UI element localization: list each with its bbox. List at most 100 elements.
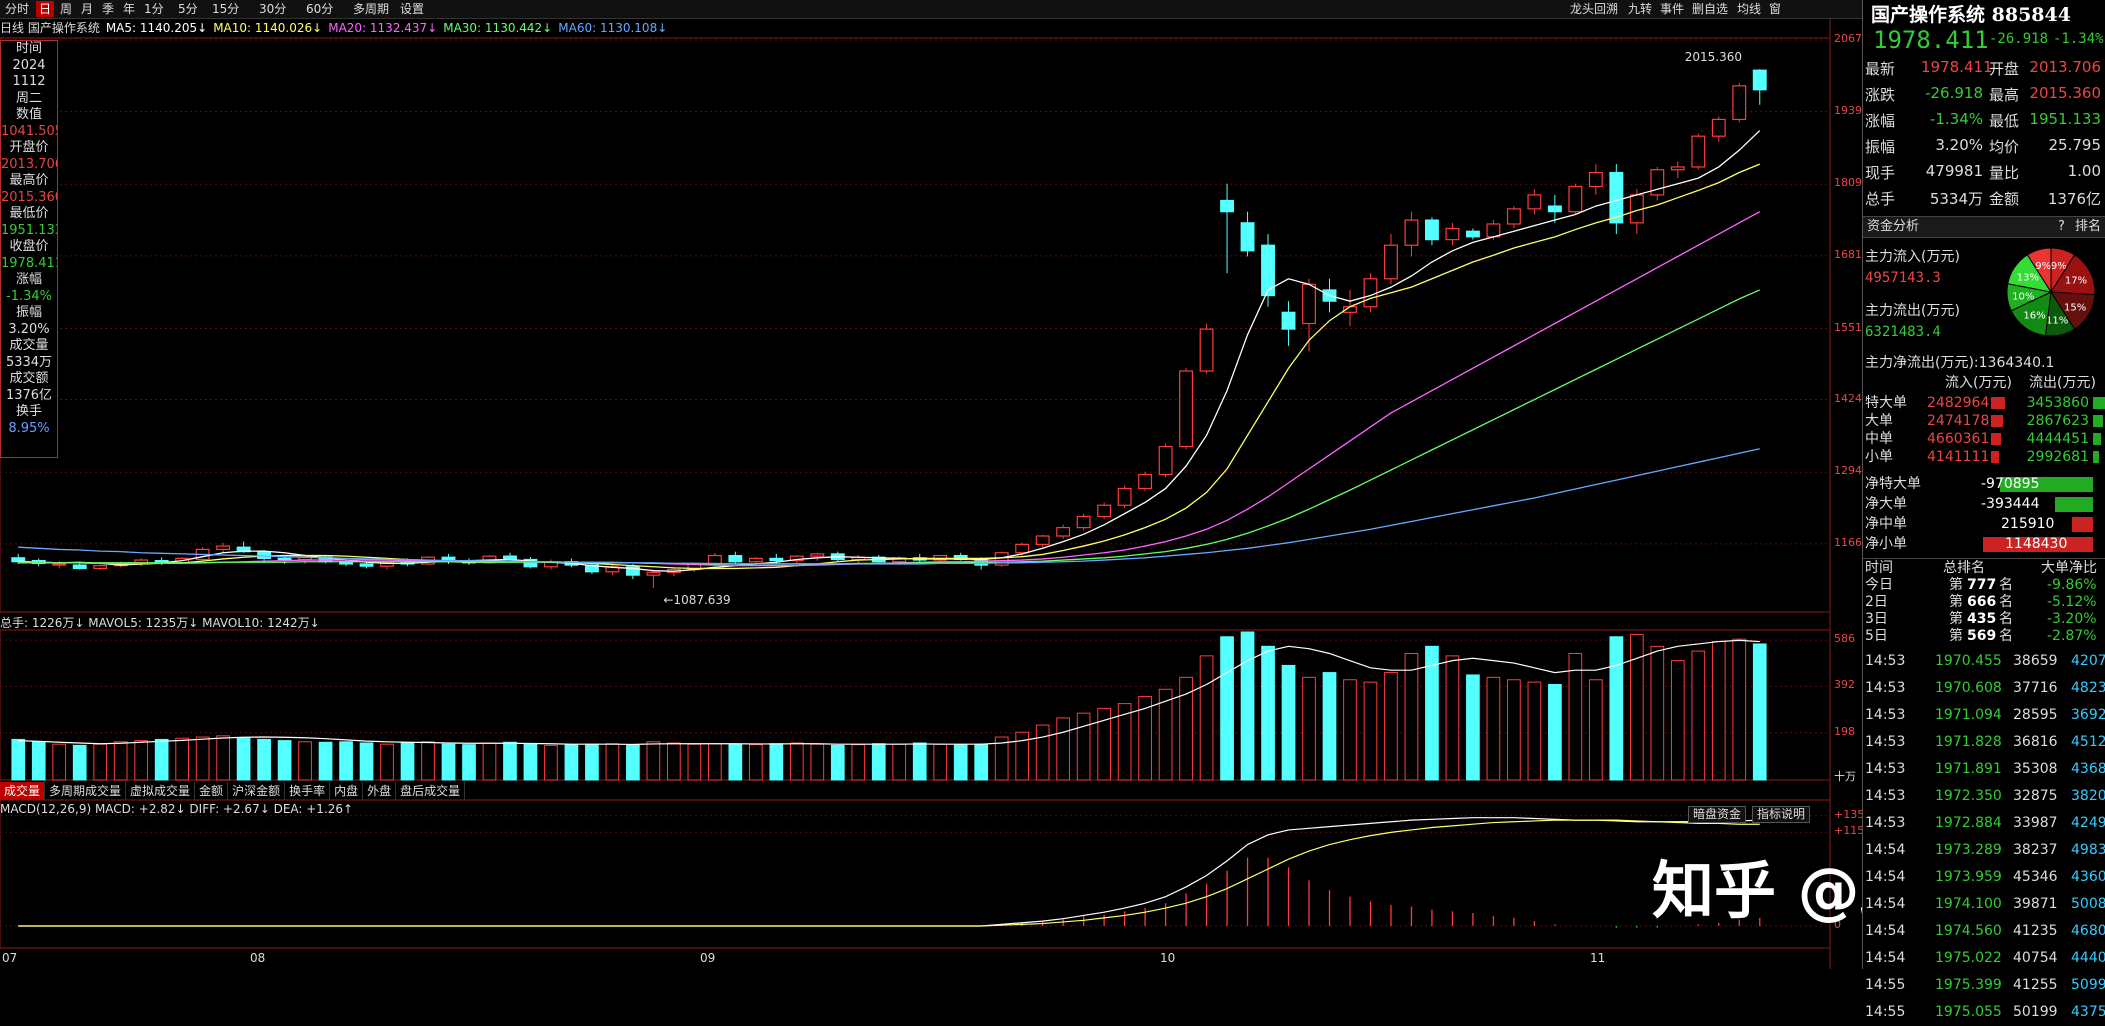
rank-di: 第 [1949, 611, 1963, 627]
volume-bar [277, 740, 292, 781]
volume-bar [1609, 636, 1624, 781]
tick-vol: 28595 [2013, 707, 2058, 723]
period-tab-8[interactable]: 15分 [212, 2, 240, 16]
vol-tab-5[interactable]: 换手率 [285, 782, 331, 800]
macd-tick-1: +115.1 [1834, 824, 1875, 838]
quote-label: 均价 [1989, 138, 2020, 156]
info-19: 5334万 [5, 354, 53, 370]
info-6: 开盘价 [9, 140, 49, 155]
ma-prefix: 日线 国产操作系统 [0, 21, 100, 35]
volume-bar [1179, 676, 1193, 781]
volume-indicator-tabs: 成交量 多周期成交量 虚拟成交量 金额 沪深金额 换手率 内盘 外盘 盘后成交量 [0, 782, 1840, 800]
flow-in-bar [1991, 451, 1999, 463]
volume-bar [31, 741, 46, 781]
period-tab-4[interactable]: 季 [102, 2, 115, 16]
tick-time: 14:53 [1865, 680, 1906, 696]
net-outflow: 主力净流出(万元):1364340.1 [1865, 355, 2055, 371]
volume-bar [154, 738, 169, 781]
period-tab-12[interactable]: 设置 [400, 2, 425, 16]
help-button[interactable]: ? [2058, 219, 2065, 234]
toolbar-item-5[interactable]: 窗 [1769, 2, 1782, 16]
tick-time: 14:54 [1865, 896, 1906, 912]
period-tab-10[interactable]: 60分 [306, 2, 334, 16]
tick-price: 1971.094 [1935, 707, 2002, 723]
candle [728, 554, 743, 563]
period-tab-0[interactable]: 分时 [5, 2, 30, 16]
vol-tab-8[interactable]: 盘后成交量 [396, 782, 466, 800]
candle [810, 553, 825, 557]
macd-tick-0: +135.4 [1834, 807, 1875, 821]
ma-line-ma60 [18, 448, 1760, 565]
date-label-2: 09 [700, 951, 716, 965]
toolbar-item-4[interactable]: 均线 [1737, 2, 1762, 16]
quote-label: 涨幅 [1865, 112, 1896, 130]
period-tab-11[interactable]: 多周期 [353, 2, 390, 16]
flow-out-bar [2093, 415, 2103, 427]
toolbar-item-3[interactable]: 删自选 [1692, 2, 1729, 16]
net-bar [1983, 537, 2093, 552]
period-tab-2[interactable]: 周 [60, 2, 73, 16]
price-tick-7: 1166 [1834, 535, 1862, 549]
tick-amt: 3820 [2071, 788, 2105, 804]
quote-label: 金额 [1989, 190, 2020, 208]
vol-tab-6[interactable]: 内盘 [330, 782, 364, 800]
pie-slice [2050, 254, 2096, 296]
period-tab-1[interactable]: 日 [36, 1, 55, 17]
volume-bar [11, 738, 26, 781]
info-15: -1.34% [6, 288, 52, 304]
price-tick-4: 1551 [1834, 320, 1862, 334]
period-tab-3[interactable]: 月 [81, 2, 94, 16]
flow-out: 3453860 [2026, 395, 2089, 411]
vol-tab-0[interactable]: 成交量 [0, 782, 46, 800]
vol-tab-2[interactable]: 虚拟成交量 [126, 782, 196, 800]
vol-tab-4[interactable]: 沪深金额 [228, 782, 286, 800]
period-tab-7[interactable]: 5分 [178, 2, 198, 16]
volume-bar [195, 736, 210, 781]
volume-bar [605, 743, 620, 781]
period-tab-9[interactable]: 30分 [259, 2, 287, 16]
tick-price: 1974.560 [1935, 923, 2002, 939]
volume-bar [1629, 633, 1644, 781]
tick-amt: 5099 [2071, 977, 2105, 993]
flow-out-header: 流出(万元) [2029, 375, 2096, 391]
chart-canvas[interactable]: 2015.360 ←1087.639 [0, 0, 1862, 969]
volume-bar [1404, 652, 1419, 781]
tick-row: 14:54 1974.100 39871 5008 [1863, 891, 2105, 918]
macd-tick-2: 0 [1834, 918, 1841, 931]
price-tick-2: 1809 [1834, 176, 1862, 190]
rank-button[interactable]: 排名 [2075, 219, 2102, 234]
vol-tab-3[interactable]: 金额 [195, 782, 229, 800]
quote-label: 最低 [1989, 112, 2020, 130]
tick-price: 1972.350 [1935, 788, 2002, 804]
volume-bar [113, 741, 128, 781]
tick-vol: 41235 [2013, 923, 2058, 939]
fund-pie-chart: 9%17%15%11%16%10%13%9% [2006, 247, 2096, 337]
tick-time: 14:54 [1865, 923, 1906, 939]
net-bar [2055, 497, 2093, 512]
volume-bar [441, 743, 456, 781]
candle [1691, 135, 1706, 168]
volume-bar [912, 742, 927, 781]
volume-bar [1240, 631, 1255, 781]
candle [1158, 445, 1173, 476]
tick-amt: 4375 [2071, 1004, 2105, 1020]
candle [1568, 185, 1583, 213]
flow-row: 中单 4660361 4444451 [1863, 430, 2105, 448]
toolbar-item-2[interactable]: 事件 [1660, 2, 1685, 16]
dark-fund-button[interactable]: 暗盘资金 [1688, 806, 1747, 823]
period-tab-6[interactable]: 1分 [144, 2, 164, 16]
period-tab-5[interactable]: 年 [123, 2, 136, 16]
vol-tab-1[interactable]: 多周期成交量 [45, 782, 127, 800]
toolbar-item-1[interactable]: 九转 [1628, 2, 1653, 16]
high-label: 2015.360 [1685, 50, 1742, 64]
tick-price: 1973.959 [1935, 869, 2002, 885]
info-1: 2024 [12, 57, 46, 73]
vol-tab-7[interactable]: 外盘 [363, 782, 397, 800]
indicator-help-button[interactable]: 指标说明 [1752, 806, 1811, 823]
info-22: 换手 [15, 404, 42, 419]
info-21: 1376亿 [5, 387, 53, 403]
candle [707, 554, 722, 565]
toolbar-item-0[interactable]: 龙头回溯 [1570, 2, 1619, 16]
period-toolbar: 分时日周月季年 1分 5分 15分 30分 60分 多周期 设置 龙头回溯 九转 事件 删自选 均线窗 [0, 0, 1862, 19]
rank-row: 5日 第 569 名 -2.87% [1863, 627, 2105, 645]
